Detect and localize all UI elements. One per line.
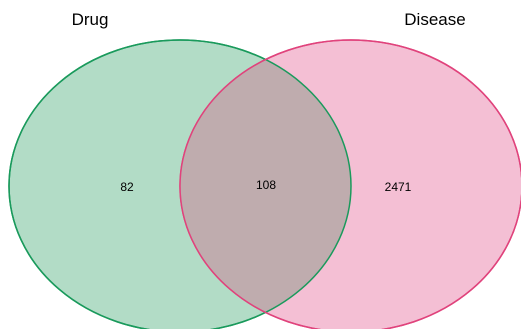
drug-only-count: 82 <box>120 180 134 194</box>
intersection-region <box>180 40 351 329</box>
disease-set-label: Disease <box>404 10 465 29</box>
disease-set-outline <box>179 39 521 329</box>
disease-only-count: 2471 <box>385 180 412 194</box>
intersection-count: 108 <box>256 178 276 192</box>
drug-set-outline <box>8 39 352 329</box>
drug-set-label: Drug <box>72 10 109 29</box>
